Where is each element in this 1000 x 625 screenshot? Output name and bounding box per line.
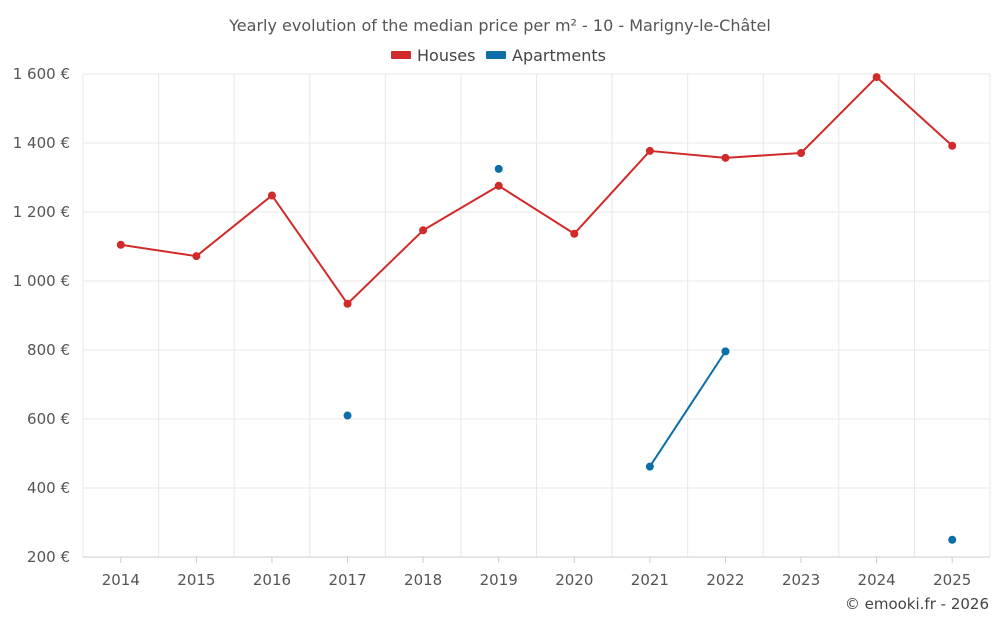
x-tick-label: 2014 — [102, 571, 140, 589]
y-tick-label: 600 € — [27, 410, 70, 428]
x-tick-label: 2025 — [933, 571, 971, 589]
legend-swatch-houses — [391, 51, 411, 59]
data-point-houses-2025[interactable] — [948, 141, 957, 150]
axes: 200 € 400 € 600 € 800 € 1 000 € 1 200 € 1 400 … — [13, 65, 990, 589]
credit-text: © emooki.fr - 2026 — [845, 595, 989, 613]
data-point-houses-2021[interactable] — [645, 146, 654, 155]
data-point-apartments-2025[interactable] — [948, 535, 957, 544]
series — [116, 73, 957, 544]
data-point-apartments-2019[interactable] — [494, 164, 503, 173]
x-tick-label: 2018 — [404, 571, 442, 589]
data-point-houses-2017[interactable] — [343, 299, 352, 308]
series-houses — [116, 73, 957, 308]
y-tick-label: 400 € — [27, 479, 70, 497]
x-tick-label: 2023 — [782, 571, 820, 589]
y-tick-label: 1 000 € — [13, 272, 70, 290]
legend-item-houses[interactable]: Houses — [391, 46, 475, 65]
x-tick-label: 2016 — [253, 571, 291, 589]
legend-label-houses: Houses — [417, 46, 475, 65]
x-tick-label: 2022 — [706, 571, 744, 589]
chart-title: Yearly evolution of the median price per… — [228, 16, 771, 35]
series-line-apartments — [649, 350, 727, 468]
y-tick-label: 800 € — [27, 341, 70, 359]
data-point-apartments-2017[interactable] — [343, 411, 352, 420]
series-line-houses — [120, 76, 953, 305]
legend-item-apartments[interactable]: Apartments — [486, 46, 606, 65]
x-tick-label: 2020 — [555, 571, 593, 589]
legend: Houses Apartments — [391, 46, 606, 65]
data-point-houses-2016[interactable] — [267, 191, 276, 200]
x-tick-label: 2024 — [858, 571, 896, 589]
data-point-apartments-2021[interactable] — [645, 462, 654, 471]
data-point-houses-2020[interactable] — [570, 229, 579, 238]
y-tick-label: 1 400 € — [13, 134, 70, 152]
y-tick-label: 200 € — [27, 548, 70, 566]
legend-label-apartments: Apartments — [512, 46, 606, 65]
data-point-houses-2023[interactable] — [797, 149, 806, 158]
series-apartments — [343, 164, 957, 544]
y-tick-label: 1 200 € — [13, 203, 70, 221]
data-point-houses-2022[interactable] — [721, 153, 730, 162]
data-point-houses-2018[interactable] — [419, 226, 428, 235]
data-point-apartments-2022[interactable] — [721, 347, 730, 356]
data-point-houses-2015[interactable] — [192, 252, 201, 261]
x-tick-label: 2017 — [328, 571, 366, 589]
legend-swatch-apartments — [486, 51, 506, 59]
y-tick-label: 1 600 € — [13, 65, 70, 83]
data-point-houses-2019[interactable] — [494, 181, 503, 190]
x-tick-label: 2019 — [480, 571, 518, 589]
data-point-houses-2014[interactable] — [116, 240, 125, 249]
x-tick-label: 2021 — [631, 571, 669, 589]
data-point-houses-2024[interactable] — [872, 73, 881, 82]
grid — [82, 73, 991, 558]
x-tick-label: 2015 — [177, 571, 215, 589]
